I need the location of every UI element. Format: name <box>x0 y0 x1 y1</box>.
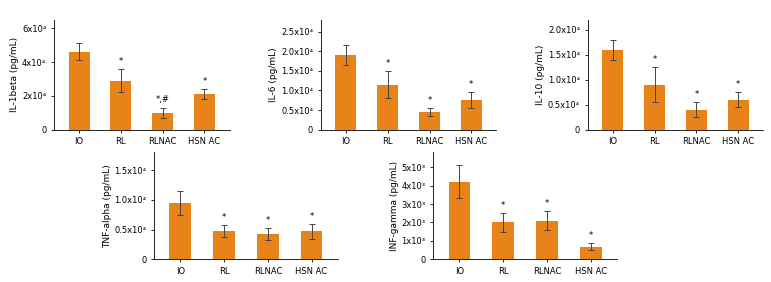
Bar <box>194 94 215 130</box>
Text: *,#: *,# <box>156 95 170 104</box>
Bar <box>461 100 482 130</box>
Text: *: * <box>694 90 699 99</box>
Bar <box>686 110 707 130</box>
Text: *: * <box>266 216 270 225</box>
Bar <box>301 232 322 259</box>
Bar <box>69 52 89 130</box>
Bar <box>257 234 279 259</box>
Bar <box>419 112 440 130</box>
Bar <box>449 182 470 259</box>
Bar <box>152 113 173 130</box>
Bar <box>492 222 514 259</box>
Y-axis label: IL-10 (pg/mL): IL-10 (pg/mL) <box>536 45 545 105</box>
Bar <box>602 50 623 130</box>
Text: *: * <box>736 80 740 89</box>
Bar <box>335 55 356 130</box>
Text: *: * <box>588 231 593 240</box>
Y-axis label: INF-gamma (pg/mL): INF-gamma (pg/mL) <box>389 161 399 251</box>
Bar <box>214 231 235 259</box>
Text: *: * <box>222 213 226 222</box>
Text: *: * <box>427 96 432 105</box>
Text: *: * <box>652 55 657 64</box>
Y-axis label: IL-1beta (pg/mL): IL-1beta (pg/mL) <box>10 37 19 112</box>
Bar <box>644 85 665 130</box>
Text: *: * <box>309 212 314 221</box>
Text: *: * <box>202 77 207 86</box>
Bar <box>580 246 601 259</box>
Text: *: * <box>501 201 505 210</box>
Y-axis label: IL-6 (pg/mL): IL-6 (pg/mL) <box>269 47 278 102</box>
Y-axis label: TNF-alpha (pg/mL): TNF-alpha (pg/mL) <box>103 164 112 248</box>
Bar <box>536 221 557 259</box>
Bar <box>728 100 749 130</box>
Text: *: * <box>470 80 473 89</box>
Bar <box>110 81 131 130</box>
Bar <box>170 203 191 259</box>
Text: *: * <box>386 58 390 67</box>
Text: *: * <box>545 199 549 208</box>
Bar <box>377 85 398 130</box>
Text: *: * <box>119 56 123 65</box>
